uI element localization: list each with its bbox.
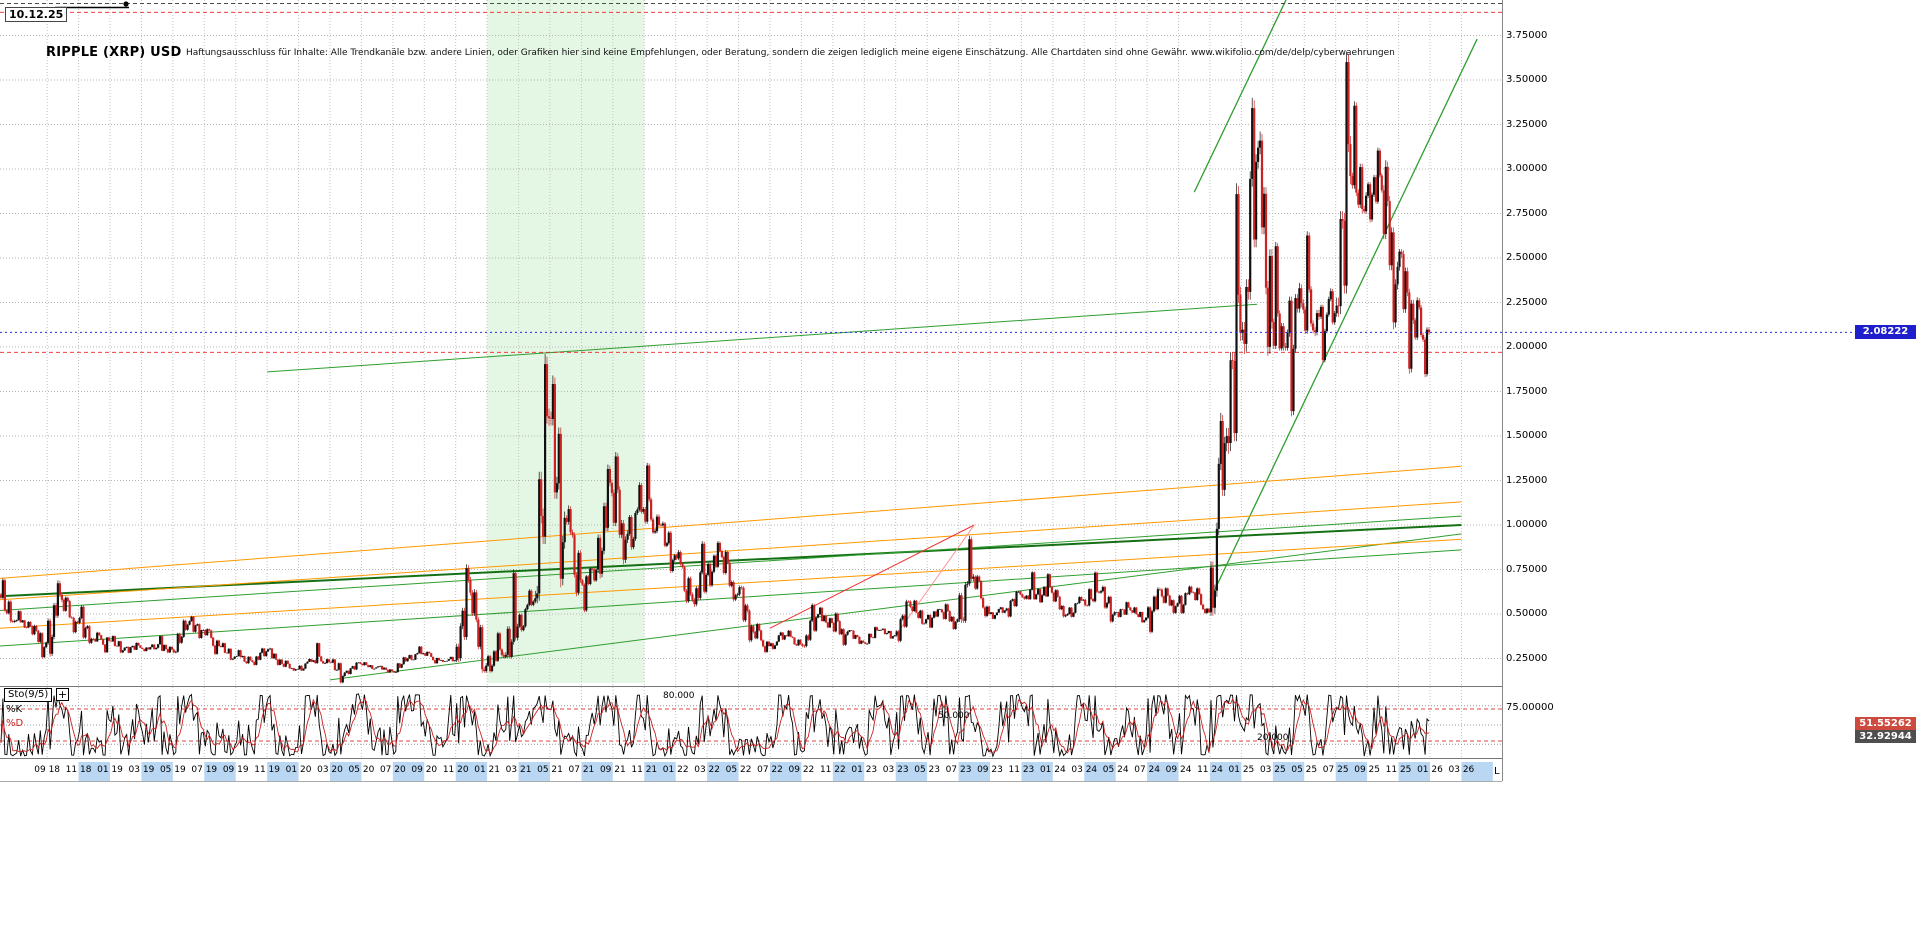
price-axis-label: 2.00000 [1506, 341, 1548, 352]
time-axis-label: 05 20 [348, 765, 375, 775]
grid-layer [0, 0, 1502, 759]
price-axis-label: 0.50000 [1506, 608, 1548, 619]
indicator-d-label: %D [6, 718, 24, 729]
current-date-label: 10.12.25 [5, 7, 68, 22]
time-axis-label: 11 24 [1197, 765, 1223, 775]
time-axis-label: 09 23 [977, 765, 1003, 775]
time-axis-label: 09 19 [222, 765, 249, 775]
time-axis-label: 11 19 [254, 765, 280, 775]
time-axis-label: 09 22 [788, 765, 815, 775]
sto-level-20-label: 20.000 [1257, 733, 1289, 743]
pin-icon [55, 1, 129, 9]
time-axis-label: 05 25 [1291, 765, 1318, 775]
price-axis-label: 1.25000 [1506, 474, 1548, 486]
time-axis-label: 01 23 [851, 765, 878, 775]
alert-lines-layer [0, 3, 1502, 353]
time-axis-label: 11 21 [631, 765, 658, 775]
price-axis-label: 0.25000 [1506, 652, 1548, 664]
panel-borders [0, 0, 1503, 782]
indicator-k-label: %K [6, 704, 23, 715]
highlight-band [487, 0, 645, 683]
sto-level-75-label: 75.00000 [1506, 702, 1554, 713]
time-axis-label: 03 21 [505, 765, 532, 775]
time-axis-label: 03 26 [1448, 765, 1475, 775]
time-axis-label: 01 24 [1039, 765, 1066, 775]
price-axis-label: 2.50000 [1506, 252, 1548, 263]
sto-d-value-badge: 32.92944 [1855, 729, 1916, 743]
time-axis-label: 11 20 [442, 765, 469, 775]
price-axis-label: 2.75000 [1506, 207, 1548, 219]
time-axis-label: 03 20 [317, 765, 343, 775]
time-axis-label: 03 25 [1259, 765, 1286, 775]
time-axis-label: 03 19 [128, 765, 155, 775]
time-axis-label: 09 25 [1354, 765, 1380, 775]
candles-layer [0, 51, 1431, 684]
time-axis-label: 07 25 [1322, 765, 1349, 775]
time-axis-label: 05 22 [725, 765, 752, 775]
time-axis-label: 07 21 [568, 765, 595, 775]
sto-level-80-label: 80.000 [663, 691, 695, 701]
time-axis-label: 11 25 [1385, 765, 1412, 775]
last-price-badge: 2.08222 [1855, 325, 1916, 340]
time-axis-label: 09 18 [34, 765, 61, 775]
time-axis-label: 07 24 [1134, 765, 1160, 775]
price-axis-label: 1.50000 [1506, 430, 1548, 441]
time-axis-label: 05 24 [1102, 765, 1129, 775]
time-axis-label: 07 23 [945, 765, 972, 775]
time-axis-label: 07 19 [191, 765, 218, 775]
time-axis-label: 03 23 [882, 765, 909, 775]
time-axis-label: 05 23 [914, 765, 940, 775]
time-axis-label: 01 20 [285, 765, 312, 775]
trend-lines-layer [0, 0, 1478, 681]
chart-title: RIPPLE (XRP) USD [46, 45, 182, 60]
price-axis-label: 3.25000 [1506, 118, 1548, 130]
price-axis-label: 3.50000 [1506, 74, 1548, 85]
indicator-expand-button[interactable]: + [56, 688, 69, 701]
time-axis-label: 03 24 [1071, 765, 1098, 775]
disclaimer-text: Haftungsausschluss für Inhalte: Alle Tre… [186, 48, 1395, 58]
time-axis-label: 11 18 [65, 765, 92, 775]
time-axis-label: 07 22 [757, 765, 783, 775]
time-axis-label: 11 23 [1008, 765, 1035, 775]
time-axis-label: 01 19 [97, 765, 123, 775]
time-axis-label: 11 22 [819, 765, 846, 775]
price-axis-label: 1.75000 [1506, 385, 1548, 397]
date-strip-layer [78, 762, 1493, 781]
indicator-name-box[interactable]: Sto(9/5) [4, 688, 53, 702]
time-axis-label: 09 20 [411, 765, 438, 775]
time-axis-label: 01 25 [1228, 765, 1255, 775]
time-axis-label: 01 26 [1417, 765, 1443, 775]
price-axis-label: 3.00000 [1506, 163, 1548, 174]
time-axis-label: 01 21 [474, 765, 500, 775]
time-axis-label: 05 21 [537, 765, 563, 775]
price-axis-label: 3.75000 [1506, 29, 1548, 41]
sto-k-value-badge: 51.55262 [1855, 717, 1916, 730]
time-axis-label: 03 22 [694, 765, 720, 775]
price-axis-label: 2.25000 [1506, 296, 1548, 308]
time-axis-label: 07 20 [379, 765, 406, 775]
time-axis-label: 05 19 [159, 765, 186, 775]
sto-level-50-label: 50.000 [938, 711, 970, 721]
stochastic-layer [0, 693, 1502, 758]
time-axis-label: 01 22 [662, 765, 689, 775]
price-axis-label: 1.00000 [1506, 519, 1548, 530]
scrollbar-corner-mark: L [1494, 766, 1500, 777]
price-axis-label: 0.75000 [1506, 563, 1548, 575]
time-axis-label: 09 21 [599, 765, 626, 775]
time-axis-label: 09 24 [1165, 765, 1192, 775]
